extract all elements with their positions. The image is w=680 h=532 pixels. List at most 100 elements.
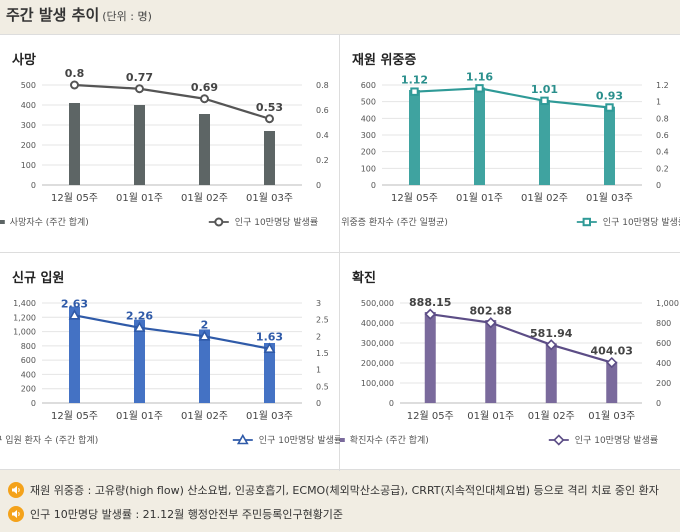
chart-panel-deaths: 사망 0 100 200 300 400 500 0 0.2 0.4 0.6 0.8 12월 05주 0… [0,35,340,253]
rate-marker [263,342,276,353]
y-right-tick-label: 600 [656,339,671,348]
unit-label: (단위 : 명) [102,10,152,23]
bar [264,131,275,185]
data-label: 802.88 [470,305,512,318]
y-left-tick-label: 200,000 [361,359,394,368]
y-right-tick-label: 0.6 [656,131,669,140]
y-left-tick-label: 0 [389,399,394,408]
data-label: 0.8 [65,67,85,80]
y-right-tick-label: 0.4 [316,131,329,140]
chart-admissions: 0 200 400 600 800 1,000 1,200 1,400 0 0.5 1 1.5 2 2.5… [0,297,340,446]
x-tick-label: 01월 03주 [246,192,293,204]
y-right-tick-label: 800 [656,319,671,328]
y-left-tick-label: 400 [361,114,376,123]
chart-confirmed: 0 100,000 200,000 300,000 400,000 500,000 0 200… [340,296,679,446]
rate-marker [214,217,224,227]
y-left-tick-label: 400 [21,370,36,379]
data-label: 0.93 [596,90,623,103]
rate-marker [265,114,274,124]
bar [474,87,485,185]
rate-marker [605,103,614,112]
y-right-tick-label: 2 [316,332,321,341]
y-right-tick-label: 0 [316,399,321,408]
footer-notes: 재원 위중증 : 고유량(high flow) 산소요법, 인공호흡기, ECM… [0,472,680,532]
rate-marker [485,317,497,329]
chart-title: 확진 [352,271,376,286]
data-label: 0.77 [126,71,153,84]
bar [545,343,557,403]
bar [199,329,210,403]
data-label: 2 [201,318,209,331]
page-title: 주간 발생 추이 [6,6,100,24]
y-right-tick-label: 1,000 [656,299,679,308]
rate-marker [198,330,211,341]
y-right-tick-label: 2.5 [316,316,329,325]
chart-critical: 0 100 200 300 400 500 600 0 0.2 0.4 0.6 0.8 1 1.2 12월 … [340,70,680,228]
x-tick-label: 12월 05주 [407,410,454,422]
bar [69,103,80,185]
x-tick-label: 01월 01주 [467,410,514,422]
data-label: 2.63 [61,297,88,310]
footnote: 인구 10만명당 발생률 : 21.12월 행정안전부 주민등록인구현황기준 [8,502,672,526]
y-left-tick-label: 0 [371,181,376,190]
y-left-tick-label: 500 [21,81,36,90]
bar [134,319,145,403]
x-tick-label: 01월 03주 [586,192,633,204]
data-label: 581.94 [530,327,573,340]
x-tick-label: 01월 01주 [456,192,503,204]
chart-panel-confirmed: 확진 0 100,000 200,000 300,000 400,000 500,000 0… [340,253,680,471]
bar [409,90,420,185]
bar [485,320,497,403]
data-label: 1.12 [401,74,428,87]
y-left-tick-label: 200 [361,148,376,157]
speaker-icon [8,506,24,522]
rate-marker [68,309,81,320]
data-label: 1.63 [256,331,283,344]
rate-marker [133,321,146,332]
bar [424,312,436,403]
chart-title: 재원 위중증 [352,53,417,68]
legend-label: 신규 입원 환자 수 (주간 합계) [0,434,98,446]
y-left-tick-label: 0 [31,181,36,190]
y-right-tick-label: 0 [656,181,661,190]
y-right-tick-label: 1 [316,366,321,375]
y-left-tick-label: 200 [21,385,36,394]
data-label: 888.15 [409,296,451,309]
footnote-text: 인구 10만명당 발생률 : 21.12월 행정안전부 주민등록인구현황기준 [30,508,344,521]
y-left-tick-label: 1,000 [13,328,36,337]
rate-marker [540,96,549,106]
y-right-tick-label: 1 [656,98,661,107]
bar [264,343,275,403]
rate-marker [545,339,557,351]
y-left-tick-label: 100,000 [361,379,394,388]
bar [199,114,210,185]
y-right-tick-label: 1.2 [656,81,669,90]
chart-grid: 사망 0 100 200 300 400 500 0 0.2 0.4 0.6 0.8 12월 05주 0… [0,34,680,471]
rate-marker [200,94,209,104]
y-right-tick-label: 0 [316,181,321,190]
chart-panel-admissions: 신규 입원 0 200 400 600 800 1,000 1,200 1,400 0 0.5 1 1… [0,253,340,471]
x-tick-label: 01월 01주 [116,410,163,422]
speaker-icon [8,482,24,498]
y-left-tick-label: 100 [21,161,36,170]
legend-label: 인구 10만명당 발생률 [603,217,680,228]
legend-label: 확진자수 (주간 합계) [350,434,429,446]
bar [606,361,618,403]
y-left-tick-label: 1,200 [13,313,36,322]
bar [134,105,145,185]
bar [69,306,80,403]
y-left-tick-label: 400 [21,101,36,110]
legend-label: 사망자수 (주간 합계) [10,216,89,228]
rate-marker [236,433,249,445]
y-right-tick-label: 0.5 [316,382,329,391]
y-left-tick-label: 600 [361,81,376,90]
y-left-tick-label: 600 [21,356,36,365]
x-tick-label: 01월 02주 [181,192,228,204]
bar [604,106,615,185]
rate-marker [582,217,592,227]
bar [539,100,550,185]
y-left-tick-label: 300 [21,121,36,130]
data-label: 0.69 [191,81,218,94]
y-left-tick-label: 0 [31,399,36,408]
footnote: 재원 위중증 : 고유량(high flow) 산소요법, 인공호흡기, ECM… [8,478,672,502]
